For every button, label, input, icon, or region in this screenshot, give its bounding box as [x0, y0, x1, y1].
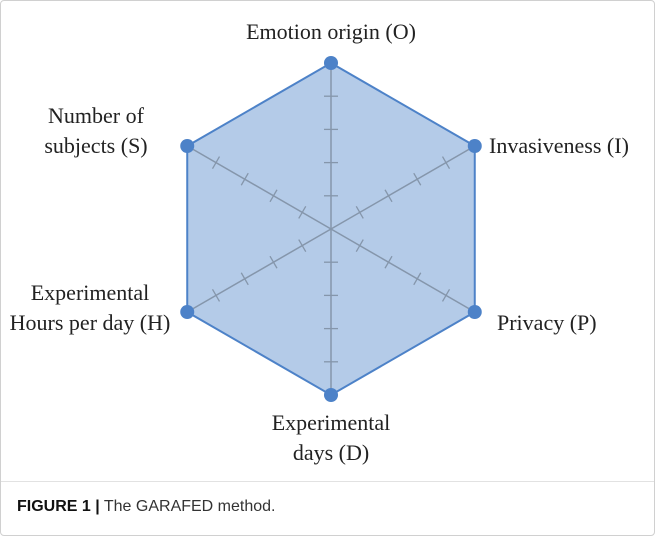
tick-mark [413, 272, 422, 286]
axis-label: Invasiveness (I) [489, 133, 629, 158]
tick-mark [384, 255, 393, 269]
tick-mark [441, 156, 451, 169]
tick-mark [269, 255, 278, 269]
tick-mark [269, 189, 278, 203]
tick-mark [384, 189, 393, 203]
axis-line [330, 228, 476, 313]
axis-label: Number of subjects (S) [44, 103, 148, 158]
caption-label: FIGURE 1 | [17, 498, 100, 515]
axis-label: Emotion origin (O) [246, 19, 416, 44]
caption-divider [1, 481, 654, 482]
tick-mark [355, 239, 364, 252]
data-point [324, 56, 338, 70]
axis-label: Experimental Hours per day (H) [9, 280, 171, 335]
data-point [467, 139, 482, 153]
tick-mark [298, 206, 307, 219]
chart [180, 56, 482, 402]
tick-mark [240, 172, 249, 186]
caption: FIGURE 1 | The GARAFED method. [17, 498, 276, 516]
tick-mark [211, 289, 221, 302]
caption-text: The GARAFED method. [103, 498, 276, 515]
data-point [467, 305, 482, 319]
tick-mark [355, 206, 364, 219]
data-point [180, 305, 195, 319]
tick-mark [298, 239, 307, 252]
axis-label: Privacy (P) [497, 310, 597, 335]
data-point [180, 139, 195, 153]
axis-line [186, 228, 332, 313]
axis-line [330, 145, 476, 230]
tick-mark [211, 156, 221, 169]
data-point [324, 388, 338, 402]
tick-mark [240, 272, 249, 286]
tick-mark [441, 289, 451, 302]
axis-label: Experimental days (D) [271, 410, 391, 465]
axis-line [186, 145, 332, 230]
tick-mark [413, 172, 422, 186]
